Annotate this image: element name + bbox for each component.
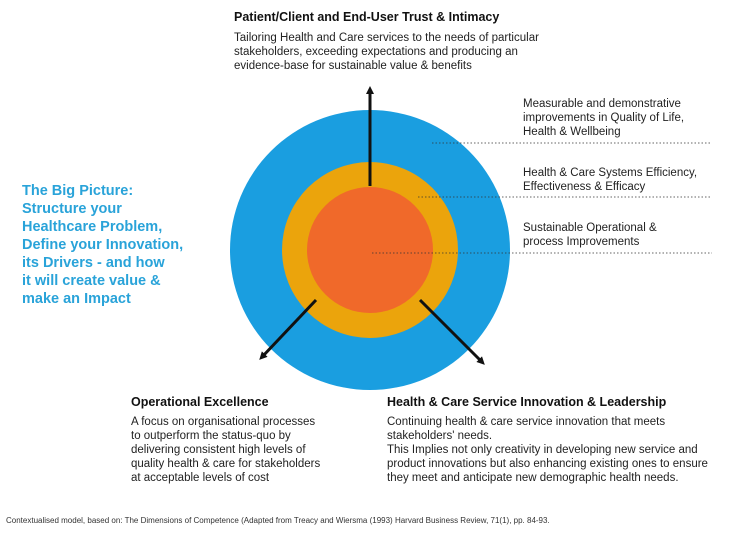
outer-ring-line: Measurable and demonstrative [523,98,681,110]
right-line: stakeholders' needs. [387,430,493,442]
big-picture-line: The Big Picture: [22,183,134,199]
outer-ring-line: Health & Wellbeing [523,126,621,138]
right-line: they meet and anticipate new demographic… [387,472,679,484]
footnote: Contextualised model, based on: The Dime… [6,516,550,525]
arrow-down-right [418,298,485,365]
big-picture-line: it will create value & [22,273,161,289]
inner-ring-line: process Improvements [523,236,640,248]
big-picture-line: Define your Innovation, [22,237,184,253]
top-line: Tailoring Health and Care services to th… [234,32,539,44]
service-innovation-block: Health & Care Service Innovation & Leade… [387,395,742,485]
top-line: evidence-base for sustainable value & be… [234,60,472,72]
right-line: product innovations but also enhancing e… [387,458,708,470]
big-picture-line: make an Impact [22,291,131,307]
big-picture-line: Structure your [22,201,122,217]
inner-ring-line: Sustainable Operational & [523,222,657,234]
left-line: quality health & care for stakeholders [131,458,321,470]
top-heading: Patient/Client and End-User Trust & Inti… [234,10,500,24]
operational-excellence-description: A focus on organisational processes to o… [131,415,371,485]
outer-ring-label: Measurable and demonstrative improvement… [523,97,684,139]
big-picture-line: its Drivers - and how [22,255,165,271]
arrow-down-left [259,298,318,360]
operational-excellence-heading: Operational Excellence [131,395,269,409]
middle-ring-line: Effectiveness & Efficacy [523,181,646,193]
top-description: Tailoring Health and Care services to th… [234,31,594,73]
left-line: to outperform the status-quo by [131,430,291,442]
left-line: delivering consistent high levels of [131,444,306,456]
right-line: This Implies not only creativity in deve… [387,444,698,456]
top-line: stakeholders, exceeding expectations and… [234,46,518,58]
left-line: A focus on organisational processes [131,416,316,428]
middle-ring-label: Health & Care Systems Efficiency, Effect… [523,166,697,194]
top-block: Patient/Client and End-User Trust & Inti… [234,10,594,73]
big-picture-title: The Big Picture: Structure your Healthca… [22,182,222,308]
middle-ring-line: Health & Care Systems Efficiency, [523,167,698,179]
inner-ring-label: Sustainable Operational & process Improv… [523,221,657,249]
left-line: at acceptable levels of cost [131,472,270,484]
operational-excellence-block: Operational Excellence A focus on organi… [131,395,371,485]
outer-ring-line: improvements in Quality of Life, [523,112,685,124]
right-line: Continuing health & care service innovat… [387,416,666,428]
inner-circle [307,187,433,313]
service-innovation-description: Continuing health & care service innovat… [387,415,742,485]
big-picture-line: Healthcare Problem, [22,219,163,235]
service-innovation-heading: Health & Care Service Innovation & Leade… [387,395,667,409]
